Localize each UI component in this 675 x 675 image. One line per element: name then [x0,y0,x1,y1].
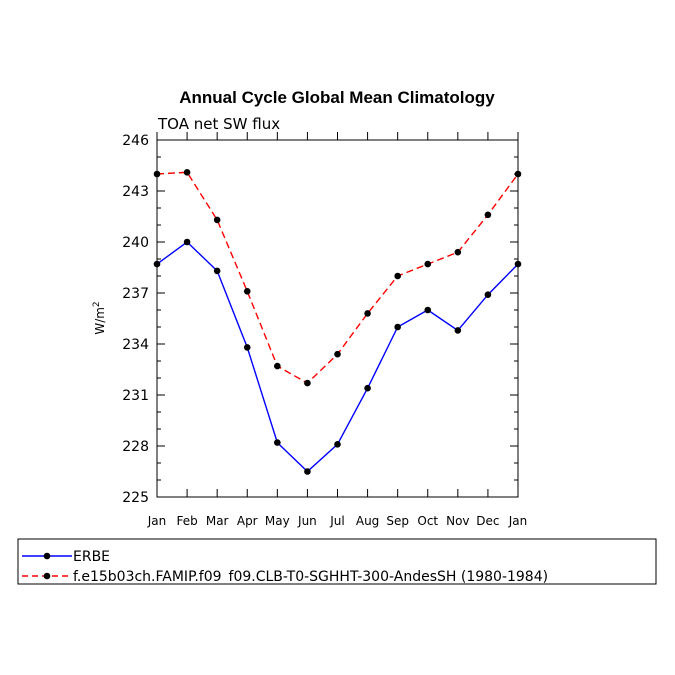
x-tick-label: Sep [386,514,409,528]
data-point-erbe [364,384,371,392]
data-point-model [243,288,251,295]
data-point-erbe [484,291,492,299]
data-point-model [274,362,281,370]
chart-title: Annual Cycle Global Mean Climatology [179,88,495,107]
y-tick-label: 240 [122,235,149,251]
data-point-erbe [424,306,432,314]
axis-ticks [156,132,519,498]
x-tick-label: Mar [206,514,229,528]
data-point-model [424,260,432,268]
y-tick-label: 231 [122,388,149,404]
data-point-model [153,170,161,178]
y-axis-label: W/m2 [92,301,107,334]
x-tick-label: Feb [176,514,197,528]
data-point-erbe [243,344,251,351]
x-tick-label: Oct [417,514,438,528]
series-points [153,169,522,475]
data-point-model [183,169,191,176]
data-point-model [334,350,341,358]
data-point-erbe [334,441,341,448]
x-tick-label: Apr [237,514,258,528]
legend-label-erbe: ERBE [73,549,110,565]
y-tick-label: 237 [122,286,149,302]
x-tick-label: Aug [356,514,379,528]
data-point-erbe [213,267,221,275]
x-tick-label: Jun [297,514,317,528]
x-tick-label: Jan [508,514,528,528]
data-point-erbe [394,323,401,331]
series-lines [156,171,519,473]
chart-subtitle: TOA net SW flux [157,115,280,133]
x-tick-label: Jul [329,514,344,528]
data-point-model [484,211,492,219]
data-point-model [394,272,401,280]
x-tick-label: May [265,514,290,528]
legend-marker [43,572,51,580]
data-point-model [514,170,522,178]
data-point-model [304,379,311,387]
x-tick-label: Dec [476,514,499,528]
y-tick-label: 234 [122,337,149,353]
data-point-erbe [274,439,281,446]
y-tick-label: 225 [122,490,149,506]
data-point-erbe [183,238,191,246]
y-tick-label: 246 [122,133,149,149]
x-tick-label: Nov [446,514,469,528]
y-tick-label: 228 [122,439,149,455]
data-point-erbe [304,468,311,475]
x-tick-labels: Jan Feb Mar Apr May Jun Jul Aug Sep Oct Nov Dec Jan [147,514,528,528]
data-point-model [454,248,462,256]
x-tick-label: Jan [147,514,167,528]
legend-marker [43,552,51,560]
y-tick-label: 243 [122,184,149,200]
y-tick-labels: 225 228 231 234 237 240 243 246 [122,133,149,506]
legend-box [17,538,657,585]
data-point-model [364,310,371,317]
legend: ERBE f.e15b03ch.FAMIP.f09_f09.CLB-T0-SGHH… [17,538,657,585]
legend-label-model: f.e15b03ch.FAMIP.f09_f09.CLB-T0-SGHHT-30… [73,569,548,585]
data-point-erbe [454,327,462,334]
data-point-erbe [153,260,161,268]
data-point-erbe [514,260,522,268]
data-point-model [213,216,221,224]
